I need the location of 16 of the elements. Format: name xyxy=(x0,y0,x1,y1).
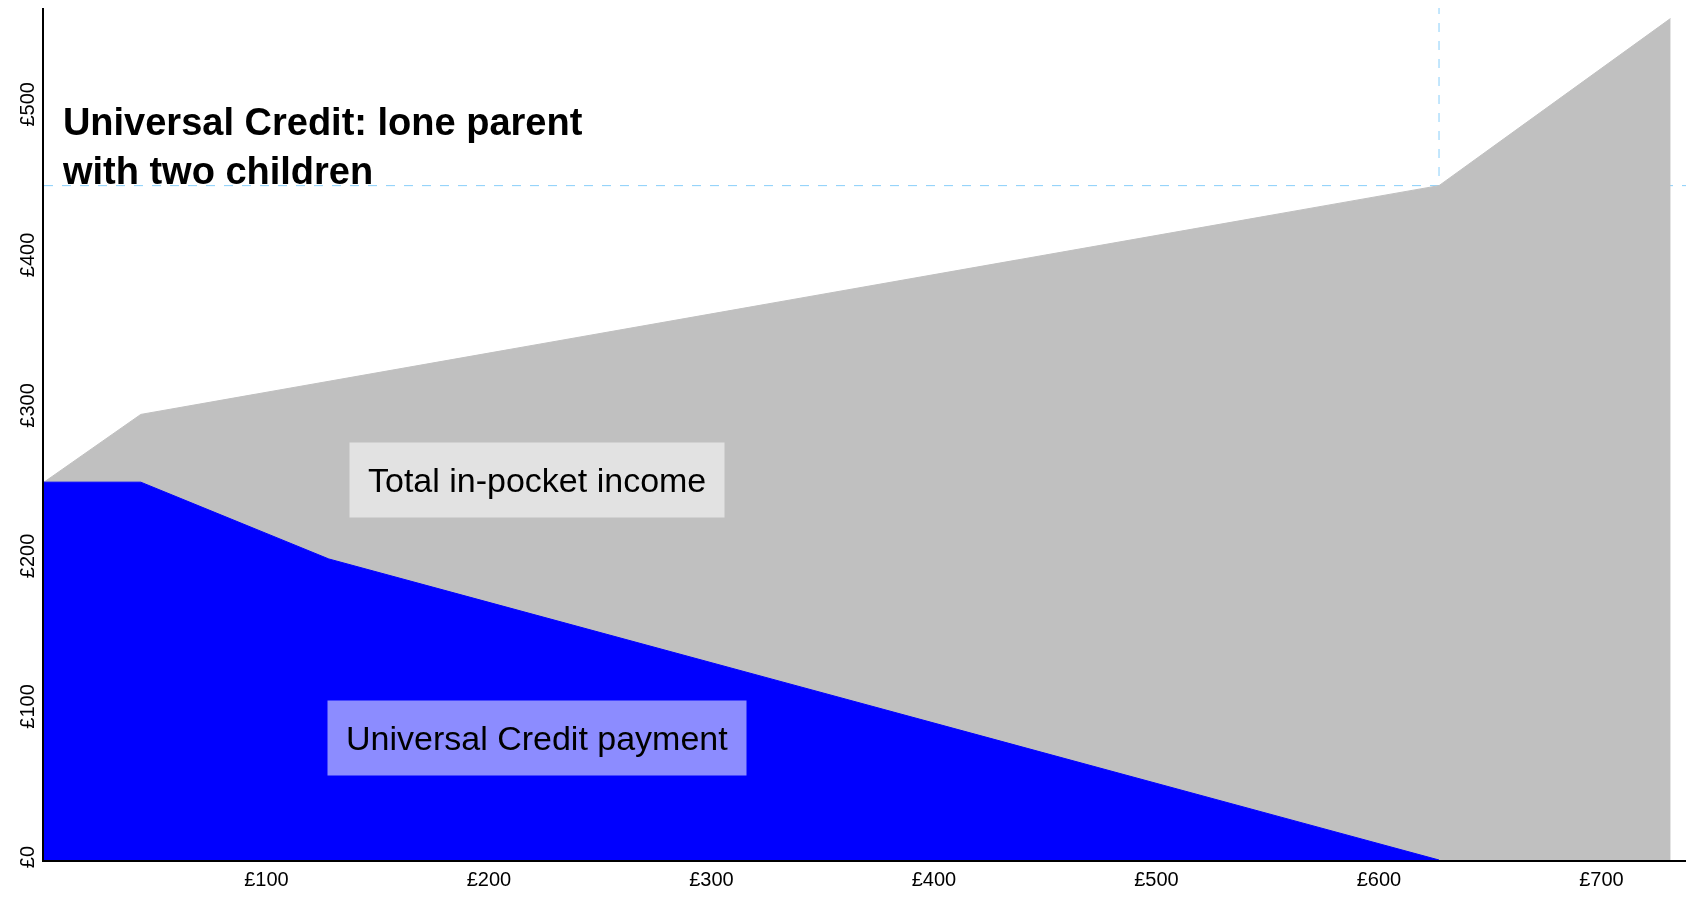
y-tick-label: £300 xyxy=(16,383,38,428)
x-tick-label: £300 xyxy=(689,868,734,890)
x-tick-label: £100 xyxy=(244,868,289,890)
x-tick-label: £600 xyxy=(1356,868,1402,890)
y-tick-label: £0 xyxy=(16,845,38,869)
x-tick-label: £200 xyxy=(466,868,512,890)
y-tick-label: £100 xyxy=(16,684,38,729)
y-tick-label: £400 xyxy=(16,232,38,278)
series-label: Universal Credit payment xyxy=(346,719,729,757)
x-tick-label: £500 xyxy=(1134,868,1179,890)
x-tick-label: £400 xyxy=(911,868,957,890)
text: Universal Credit: lone parent with two children xyxy=(61,100,583,193)
y-tick-label: £500 xyxy=(16,82,38,127)
y-tick-label: £200 xyxy=(16,533,38,579)
series-label: Total in-pocket income xyxy=(368,461,707,499)
x-tick-label: £700 xyxy=(1579,868,1624,890)
